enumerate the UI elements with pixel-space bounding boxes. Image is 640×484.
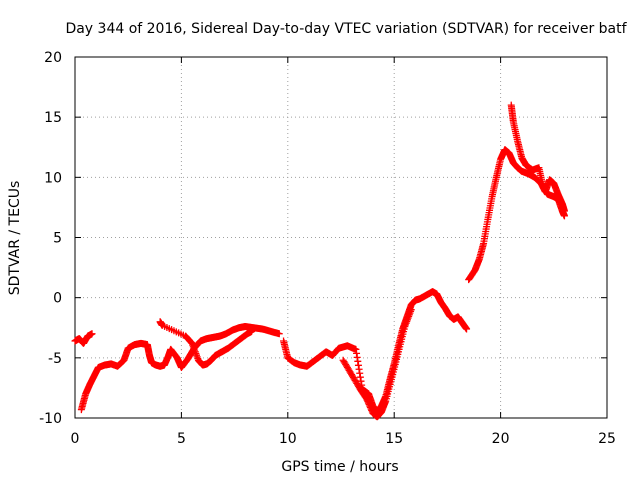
x-tick-label: 20 — [492, 431, 510, 447]
series-early-offset — [71, 330, 96, 347]
series-evening-branch — [507, 101, 568, 220]
data-point — [463, 325, 471, 333]
y-tick-label: 0 — [53, 291, 62, 307]
x-tick-label: 5 — [177, 431, 186, 447]
axis-ticks: 0 5 10 15 20 25 -10 -5 0 5 10 15 20 — [39, 50, 616, 447]
x-axis-label: GPS time / hours — [281, 459, 398, 475]
data-point — [275, 330, 283, 338]
series-midday-branch — [339, 306, 415, 421]
y-axis-label: SDTVAR / TECUs — [7, 181, 23, 296]
data-point — [407, 306, 415, 314]
y-tick-label: -5 — [48, 351, 62, 367]
x-tick-label: 25 — [598, 431, 616, 447]
series-evening — [465, 146, 568, 284]
series-midday — [280, 288, 471, 416]
x-tick-label: 10 — [279, 431, 297, 447]
y-tick-label: 15 — [44, 110, 62, 126]
data-layer — [71, 101, 568, 421]
y-tick-label: -10 — [39, 411, 62, 427]
y-tick-label: 20 — [44, 50, 62, 66]
series-morning-branch — [156, 318, 256, 369]
series-morning — [77, 323, 283, 414]
data-point — [88, 330, 96, 338]
data-point — [248, 327, 256, 335]
x-tick-label: 15 — [385, 431, 403, 447]
grid-layer — [75, 57, 607, 418]
x-tick-label: 0 — [71, 431, 80, 447]
y-tick-label: 10 — [44, 170, 62, 186]
data-point — [560, 212, 568, 220]
chart-title: Day 344 of 2016, Sidereal Day-to-day VTE… — [65, 21, 627, 37]
y-tick-label: 5 — [53, 231, 62, 247]
